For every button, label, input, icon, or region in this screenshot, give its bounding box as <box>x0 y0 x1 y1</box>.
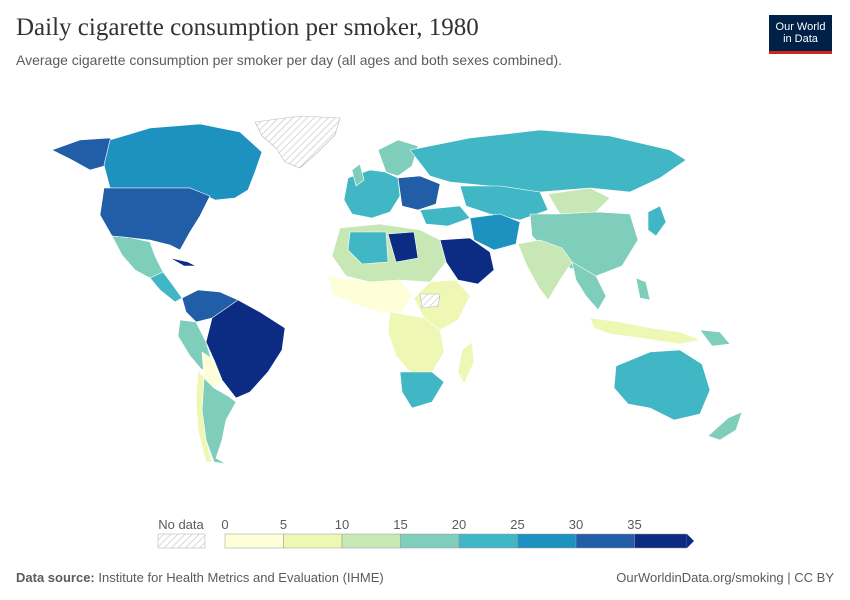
legend-bin[interactable] <box>283 533 343 549</box>
legend-overflow-arrow <box>687 534 694 548</box>
logo-line-1: Our World <box>775 21 826 33</box>
country-turkey[interactable] <box>419 205 471 227</box>
country-west-africa[interactable] <box>327 275 413 313</box>
footer: Data source: Institute for Health Metric… <box>16 570 834 585</box>
legend-tick-label: 20 <box>452 517 466 532</box>
legend-bin[interactable] <box>517 533 577 549</box>
country-eastern-europe[interactable] <box>397 175 441 211</box>
country-japan[interactable] <box>647 205 667 237</box>
country-western-europe[interactable] <box>343 169 401 219</box>
legend-bin[interactable] <box>458 533 518 549</box>
legend-bin[interactable] <box>634 533 688 549</box>
legend-bin[interactable] <box>341 533 401 549</box>
country-bolivia[interactable] <box>201 351 223 389</box>
country-south-sudan[interactable] <box>419 293 441 309</box>
legend-no-data-swatch <box>157 533 206 549</box>
legend-tick-label: 25 <box>510 517 524 532</box>
country-greenland[interactable] <box>254 115 341 169</box>
world-map-svg[interactable] <box>0 80 850 500</box>
country-south-africa[interactable] <box>399 371 445 409</box>
world-map[interactable] <box>0 80 850 500</box>
country-east-africa[interactable] <box>413 279 471 331</box>
country-cuba[interactable] <box>169 257 197 267</box>
legend-no-data-label: No data <box>158 517 204 532</box>
legend-tick-label: 5 <box>280 517 287 532</box>
legend-tick-label: 30 <box>569 517 583 532</box>
legend-bin[interactable] <box>224 533 284 549</box>
legend-svg: No data 0 5 10 15 20 25 30 35 <box>157 517 694 549</box>
country-brazil[interactable] <box>205 299 286 399</box>
country-madagascar[interactable] <box>457 341 475 385</box>
legend-tick-label: 10 <box>335 517 349 532</box>
country-chile[interactable] <box>195 369 213 463</box>
legend-tick-label: 35 <box>627 517 641 532</box>
chart-title: Daily cigarette consumption per smoker, … <box>16 14 479 41</box>
legend-tick-label: 0 <box>221 517 228 532</box>
legend-tick-label: 15 <box>393 517 407 532</box>
country-iran[interactable] <box>469 213 521 251</box>
legend-bin[interactable] <box>575 533 635 549</box>
country-new-zealand[interactable] <box>707 411 743 441</box>
chart-subtitle: Average cigarette consumption per smoker… <box>16 52 563 68</box>
country-png[interactable] <box>699 329 731 347</box>
country-algeria[interactable] <box>347 231 389 265</box>
source-label: Data source: <box>16 570 95 585</box>
country-mexico[interactable] <box>111 235 164 279</box>
logo-line-2: in Data <box>783 33 818 45</box>
country-mongolia[interactable] <box>547 187 611 215</box>
country-saudi-arabia[interactable] <box>439 237 495 285</box>
owid-logo[interactable]: Our World in Data <box>769 15 832 54</box>
country-north-africa[interactable] <box>331 223 447 283</box>
source-text: Institute for Health Metrics and Evaluat… <box>98 570 384 585</box>
country-australia[interactable] <box>613 349 711 421</box>
color-legend[interactable]: No data 0 5 10 15 20 25 30 35 <box>150 512 710 556</box>
source-line: Data source: Institute for Health Metric… <box>16 570 384 585</box>
country-philippines[interactable] <box>635 277 651 301</box>
footer-link[interactable]: OurWorldinData.org/smoking | CC BY <box>616 570 834 585</box>
legend-bin[interactable] <box>400 533 460 549</box>
country-india[interactable] <box>517 239 573 301</box>
country-indonesia[interactable] <box>589 317 701 345</box>
country-uk[interactable] <box>351 163 365 187</box>
country-libya[interactable] <box>387 231 419 263</box>
country-scandinavia[interactable] <box>377 139 419 177</box>
country-russia[interactable] <box>409 129 687 193</box>
country-central-america[interactable] <box>149 271 183 303</box>
country-southeast-asia[interactable] <box>571 261 607 311</box>
